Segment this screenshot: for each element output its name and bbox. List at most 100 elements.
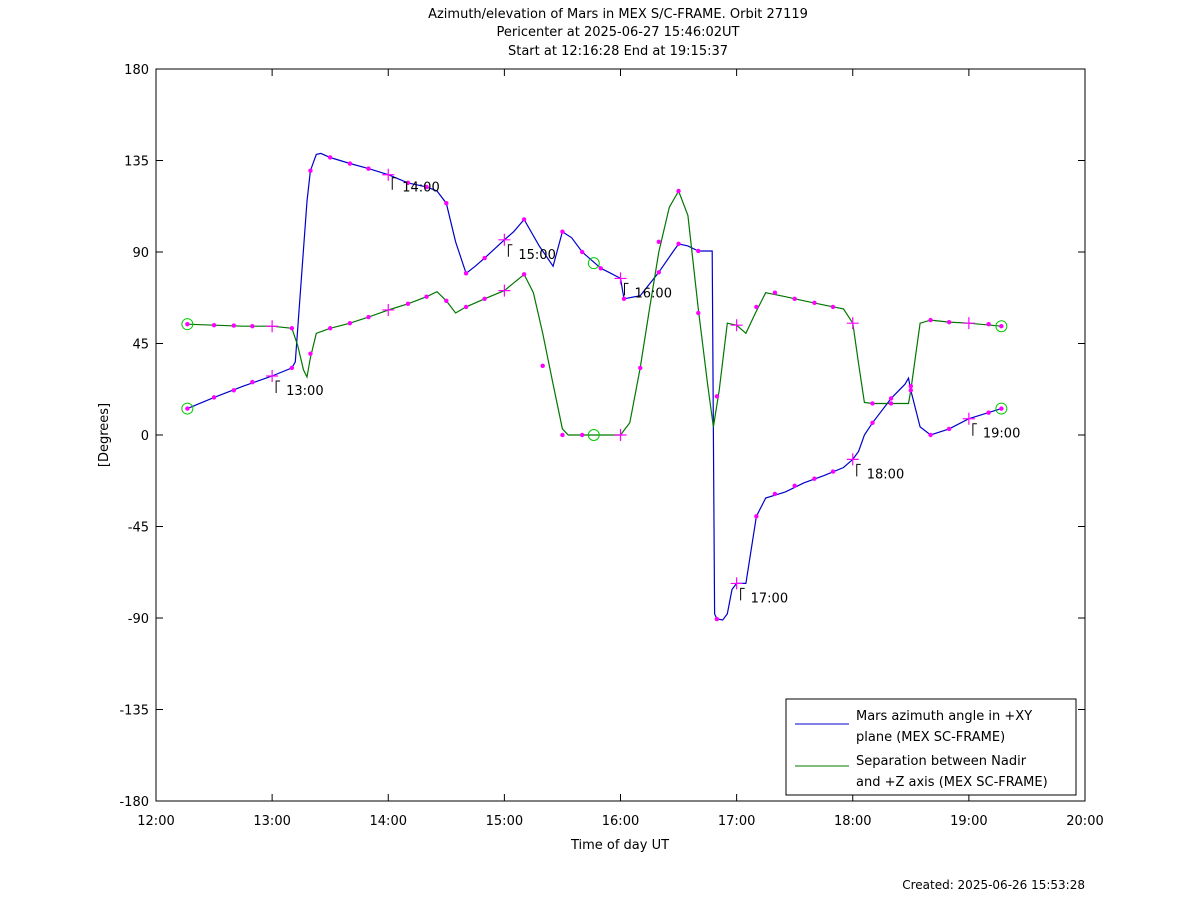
data-point	[366, 314, 371, 320]
hour-cross-marker	[382, 303, 395, 316]
hour-annotation-label: 14:00	[402, 181, 439, 196]
hour-annotation-label: 13:00	[286, 384, 323, 399]
x-tick-label: 20:00	[1066, 814, 1103, 829]
circle-marker	[995, 402, 1008, 415]
data-point	[366, 166, 371, 171]
y-tick-label: -90	[128, 612, 149, 627]
data-point	[830, 469, 836, 474]
data-point	[482, 296, 487, 301]
y-tick-label: -45	[128, 521, 149, 536]
data-point	[946, 319, 952, 325]
data-point	[289, 326, 295, 331]
data-point	[888, 396, 894, 401]
hour-cross-marker	[846, 317, 859, 330]
data-point	[327, 326, 333, 331]
hour-cross-marker	[962, 412, 975, 425]
data-point	[444, 298, 449, 303]
series-line-0	[187, 152, 1002, 621]
hour-cross-marker	[730, 319, 743, 332]
data-point	[560, 229, 565, 234]
data-point	[308, 168, 313, 173]
legend-label-azimuth-line-1: Mars azimuth angle in +XY	[856, 709, 1032, 724]
hour-annotation-pointer	[275, 380, 281, 394]
data-point	[908, 388, 914, 393]
data-point	[714, 616, 720, 622]
y-tick-labels: 180 135 90 45 0 -45 -90 -135 -180	[119, 63, 149, 810]
circle-marker	[181, 318, 194, 331]
series-line-1	[187, 189, 1002, 436]
chart-title-line-3: Start at 12:16:28 End at 19:15:37	[508, 44, 728, 59]
data-point	[772, 491, 778, 497]
hour-annotation-label: 18:00	[867, 467, 904, 482]
hour-cross-marker	[498, 233, 511, 246]
y-tick-label: 0	[141, 429, 149, 444]
data-point	[812, 476, 817, 481]
hour-annotation-pointer	[624, 282, 629, 296]
x-tick-label: 12:00	[137, 814, 174, 829]
data-point	[986, 410, 991, 415]
data-point	[999, 324, 1004, 329]
data-point	[696, 310, 701, 316]
hour-cross-marker	[962, 317, 975, 330]
data-point	[424, 184, 429, 190]
data-point	[946, 426, 952, 432]
hour-cross-marker	[266, 320, 279, 333]
data-point	[521, 217, 527, 222]
data-point	[463, 271, 469, 276]
data-point	[754, 304, 759, 310]
hour-cross-marker	[614, 272, 627, 285]
data-point	[347, 161, 353, 166]
x-tick-label: 14:00	[370, 814, 407, 829]
data-point	[327, 155, 333, 160]
data-point	[772, 290, 778, 295]
data-point	[444, 201, 449, 206]
y-tick-label: -180	[119, 795, 149, 810]
data-point	[463, 304, 469, 310]
x-axis-label: Time of day UT	[570, 838, 669, 853]
circle-marker	[181, 402, 194, 415]
y-tick-label: 45	[132, 338, 149, 353]
hour-annotation-pointer	[856, 463, 861, 477]
data-point	[830, 304, 836, 310]
data-point	[888, 401, 894, 406]
legend: Mars azimuth angle in +XY plane (MEX SC-…	[785, 698, 1077, 796]
hour-cross-marker	[498, 284, 511, 297]
x-tick-label: 19:00	[950, 814, 987, 829]
data-point	[289, 365, 295, 371]
chart-title-line-1: Azimuth/elevation of Mars in MEX S/C-FRA…	[428, 7, 808, 22]
legend-label-separation-line-1: Separation between Nadir	[856, 754, 1027, 769]
data-point	[870, 420, 875, 425]
hour-cross-marker	[382, 168, 395, 181]
created-timestamp: Created: 2025-06-26 15:53:28	[902, 878, 1085, 892]
y-tick-label: 135	[124, 155, 149, 170]
data-point	[812, 300, 817, 306]
data-point	[696, 248, 701, 254]
data-point	[598, 266, 603, 271]
data-point	[185, 321, 190, 327]
data-point	[347, 320, 353, 326]
data-point	[792, 483, 797, 489]
data-point	[231, 323, 237, 328]
data-point	[560, 432, 565, 438]
circle-marker	[995, 320, 1008, 333]
y-tick-label: -135	[119, 704, 149, 719]
data-point	[870, 401, 875, 406]
data-point	[308, 351, 313, 356]
x-tick-label: 18:00	[834, 814, 871, 829]
x-tick-labels: 12:00 13:00 14:00 15:00 16:00 17:00 18:00 19:00…	[137, 814, 1103, 829]
data-point	[714, 394, 720, 399]
x-tick-label: 17:00	[718, 814, 755, 829]
data-point	[676, 241, 681, 247]
data-point	[638, 365, 643, 371]
hour-annotation-pointer	[507, 244, 513, 257]
hour-cross-marker	[730, 577, 743, 590]
data-point	[999, 406, 1004, 411]
x-tick-label: 13:00	[253, 814, 290, 829]
hour-cross-marker	[266, 370, 279, 383]
legend-label-separation-line-2: and +Z axis (MEX SC-FRAME)	[856, 775, 1048, 790]
circle-marker	[587, 429, 600, 441]
y-tick-label: 180	[124, 63, 149, 78]
data-point	[185, 406, 190, 411]
circle-marker	[587, 257, 600, 270]
